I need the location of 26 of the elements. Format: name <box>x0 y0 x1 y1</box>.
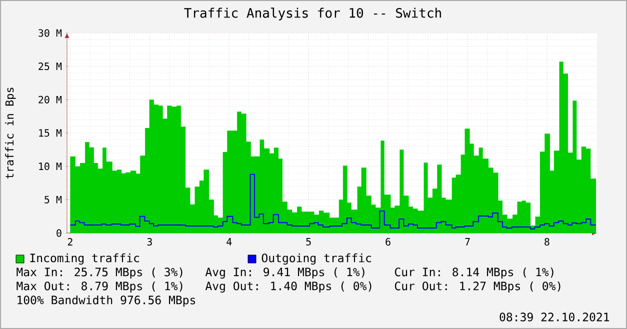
text: Cur In: 8.14 MBps ( 1%) <box>394 267 554 279</box>
x-tick-label: 2 <box>68 238 72 246</box>
text: Avg In: 9.41 MBps ( 1%) <box>205 267 364 279</box>
y-tick-label: 15 M <box>39 129 62 137</box>
legend-label: Incoming traffic <box>30 253 139 265</box>
y-tick-label: 0 <box>56 229 62 237</box>
text: 100% Bandwidth 976.56 MBps <box>18 295 196 307</box>
x-tick-label: 8 <box>544 238 550 246</box>
x-tick-label: 6 <box>386 238 390 246</box>
text: Max Out: 8.79 MBps ( 1%) <box>16 281 182 293</box>
y-tick-label: 30 M <box>38 29 62 37</box>
text: Avg Out: 1.40 MBps ( 0%) <box>205 281 372 293</box>
text: 08:39 22.10.2021 <box>500 312 610 322</box>
x-tick-label: 3 <box>147 238 152 246</box>
chart-title: Traffic Analysis for 10 -- Switch <box>184 8 441 20</box>
y-axis-title: traffic in Bps <box>5 88 16 179</box>
legend-label: Outgoing traffic <box>262 253 372 265</box>
x-tick-label: 4 <box>226 238 232 246</box>
text: Max In: 25.75 MBps ( 3%) <box>16 267 182 279</box>
y-tick-label: 20 M <box>38 96 62 104</box>
x-tick-label: 5 <box>306 238 311 246</box>
x-tick-label: 7 <box>465 238 470 246</box>
y-tick-label: 5 M <box>44 196 62 204</box>
y-tick-label: 25 M <box>38 62 62 70</box>
text: Cur Out: 1.27 MBps ( 0%) <box>394 281 560 293</box>
y-tick-label: 10 M <box>39 162 62 170</box>
